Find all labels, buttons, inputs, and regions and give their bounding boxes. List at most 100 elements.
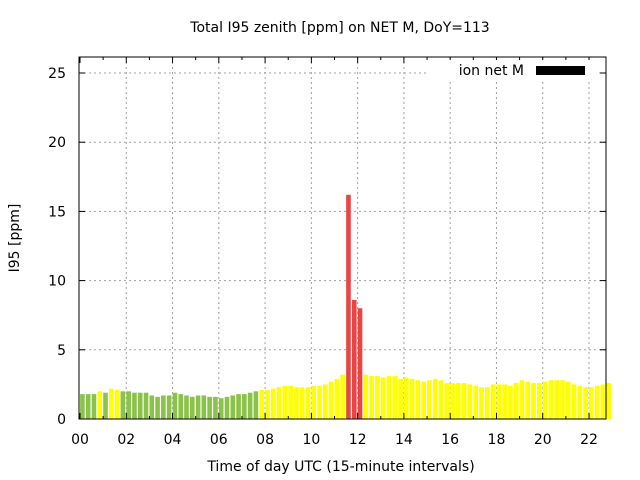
bar [467, 384, 473, 419]
bar [126, 391, 131, 419]
bar [218, 398, 224, 419]
bar [334, 378, 340, 419]
x-tick-label: 20 [534, 432, 552, 448]
y-tick-label: 0 [57, 412, 66, 428]
bar [85, 394, 91, 419]
bar [421, 381, 426, 419]
bar [375, 376, 380, 419]
bar [351, 299, 357, 419]
x-tick-label: 22 [580, 432, 598, 448]
bar [328, 381, 334, 419]
bar [213, 396, 218, 419]
bar [432, 378, 438, 419]
bar [560, 380, 565, 419]
bar [513, 383, 519, 419]
bar [508, 385, 513, 419]
bar [363, 374, 369, 419]
bar [247, 392, 253, 419]
bar [178, 394, 184, 419]
bar [224, 396, 230, 419]
bar [473, 385, 479, 419]
bar [444, 383, 450, 419]
bar [346, 194, 351, 419]
bar [323, 384, 328, 419]
bar [490, 384, 496, 419]
bar [109, 388, 114, 419]
bar [172, 392, 178, 419]
bar [565, 381, 571, 419]
bar [230, 395, 236, 419]
chart-title: Total I95 zenith [ppm] on NET M, DoY=113 [189, 20, 489, 36]
grid-lines [79, 57, 606, 419]
bar [311, 385, 317, 419]
y-tick-label: 15 [48, 204, 66, 220]
bar [461, 383, 467, 419]
bar [519, 380, 525, 419]
x-tick-label: 10 [302, 432, 320, 448]
bar [189, 396, 195, 419]
x-tick-label: 14 [395, 432, 413, 448]
bar [299, 387, 305, 419]
bar [294, 387, 299, 419]
bar [554, 380, 559, 419]
bar [288, 385, 293, 419]
bar [392, 376, 398, 419]
bar [103, 392, 108, 419]
bar [132, 392, 137, 419]
bar [479, 387, 484, 419]
bar [259, 389, 265, 419]
x-tick-label: 02 [117, 432, 135, 448]
bar [114, 389, 120, 419]
bar [438, 380, 444, 419]
x-tick-label: 00 [71, 432, 89, 448]
bar [282, 385, 288, 419]
bar [340, 374, 345, 419]
bar [155, 396, 160, 419]
bar [531, 383, 536, 419]
bar [265, 389, 270, 419]
x-tick-labels: 00 02 04 06 08 10 12 14 16 18 20 22 [71, 432, 598, 448]
bar [415, 380, 421, 419]
legend: ion net M [428, 60, 598, 80]
bar [120, 391, 126, 419]
bars [80, 194, 612, 419]
bar [236, 394, 241, 419]
bar [137, 392, 143, 419]
bar [600, 384, 606, 419]
bar [166, 395, 172, 419]
x-axis-label: Time of day UTC (15-minute intervals) [206, 459, 474, 475]
bar [201, 395, 207, 419]
bar [317, 385, 322, 419]
bar [386, 376, 392, 419]
bar [369, 376, 374, 419]
bar [427, 380, 432, 419]
bar [583, 387, 588, 419]
bar [305, 387, 311, 419]
bar [253, 391, 259, 419]
bar [91, 394, 97, 419]
y-axis-label: I95 [ppm] [7, 204, 23, 273]
bar [484, 387, 490, 419]
bar [276, 387, 282, 419]
bar [195, 395, 201, 419]
bar [589, 387, 594, 419]
bar [450, 383, 455, 419]
x-tick-label: 08 [256, 432, 274, 448]
bar [80, 394, 85, 419]
bar [496, 384, 502, 419]
bar [143, 392, 149, 419]
bar [149, 395, 155, 419]
bar [571, 384, 577, 419]
y-tick-label: 20 [48, 135, 66, 151]
x-tick-label: 06 [210, 432, 228, 448]
axis-ticks [79, 57, 606, 420]
bar [525, 381, 531, 419]
x-tick-label: 16 [441, 432, 459, 448]
legend-swatch [536, 66, 585, 75]
plot-frame [78, 56, 607, 420]
bar [542, 381, 548, 419]
bar [161, 395, 166, 419]
bar [398, 378, 403, 419]
bar [502, 384, 507, 419]
